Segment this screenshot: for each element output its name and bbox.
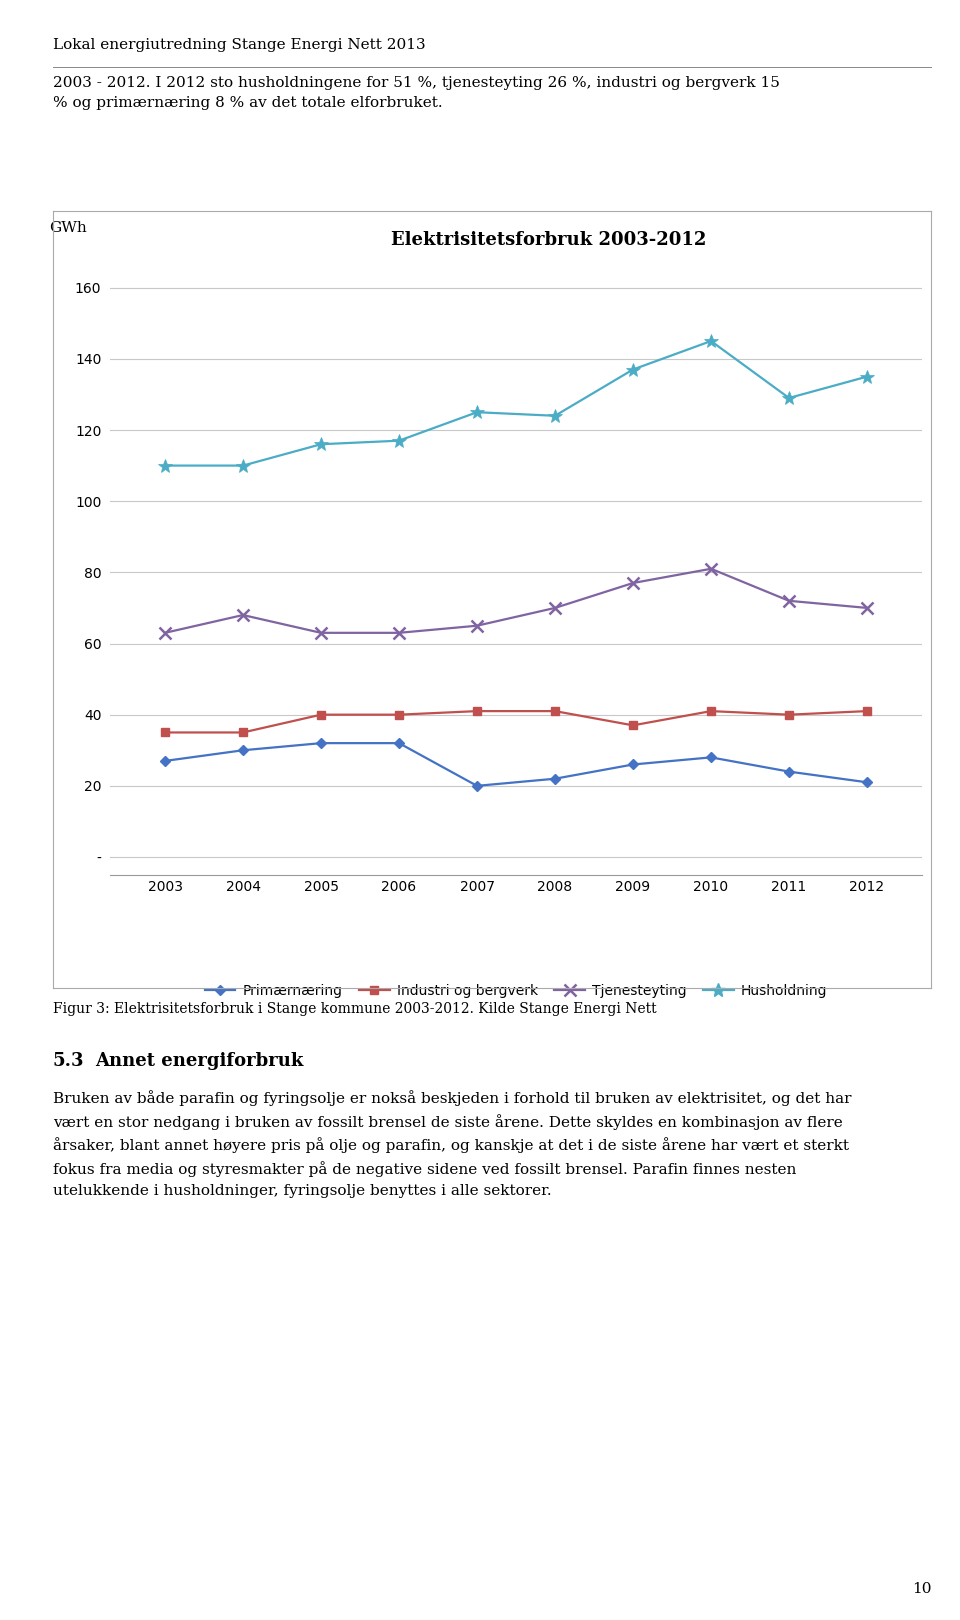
Primærnæring <box>315 734 326 753</box>
Industri og bergverk <box>861 701 873 721</box>
Primærnæring <box>549 770 561 789</box>
Industri og bergverk <box>315 705 326 724</box>
Text: Annet energiforbruk: Annet energiforbruk <box>95 1051 303 1071</box>
Industri og bergverk <box>627 716 638 735</box>
Husholdning <box>549 407 561 426</box>
Text: 5.3: 5.3 <box>53 1051 84 1071</box>
Husholdning <box>861 366 873 386</box>
Husholdning <box>237 455 249 475</box>
Industri og bergverk <box>783 705 795 724</box>
Husholdning <box>315 434 326 454</box>
Tjenesteyting <box>394 624 405 643</box>
Primærnæring <box>706 748 717 768</box>
Primærnæring <box>783 761 795 781</box>
Primærnæring <box>861 773 873 792</box>
Husholdning <box>783 389 795 408</box>
Tjenesteyting <box>783 591 795 611</box>
Primærnæring <box>394 734 405 753</box>
Legend: Primærnæring, Industri og bergverk, Tjenesteyting, Husholdning: Primærnæring, Industri og bergverk, Tjen… <box>200 978 832 1003</box>
Husholdning <box>159 455 171 475</box>
Text: Lokal energiutredning Stange Energi Nett 2013: Lokal energiutredning Stange Energi Nett… <box>53 37 425 52</box>
Line: Industri og bergverk: Industri og bergverk <box>161 706 871 737</box>
Industri og bergverk <box>159 723 171 742</box>
Tjenesteyting <box>315 624 326 643</box>
Title: Elektrisitetsforbruk 2003-2012: Elektrisitetsforbruk 2003-2012 <box>391 232 707 249</box>
Line: Husholdning: Husholdning <box>158 334 874 473</box>
Industri og bergverk <box>394 705 405 724</box>
Husholdning <box>627 360 638 379</box>
Industri og bergverk <box>237 723 249 742</box>
Line: Primærnæring: Primærnæring <box>161 740 871 789</box>
Tjenesteyting <box>237 606 249 625</box>
Husholdning <box>471 402 483 421</box>
Primærnæring <box>627 755 638 774</box>
Text: GWh: GWh <box>50 220 87 235</box>
Husholdning <box>706 332 717 352</box>
Tjenesteyting <box>159 624 171 643</box>
Industri og bergverk <box>549 701 561 721</box>
Tjenesteyting <box>861 598 873 617</box>
Text: Figur 3: Elektrisitetsforbruk i Stange kommune 2003-2012. Kilde Stange Energi Ne: Figur 3: Elektrisitetsforbruk i Stange k… <box>53 1003 657 1016</box>
Text: Bruken av både parafin og fyringsolje er nokså beskjeden i forhold til bruken av: Bruken av både parafin og fyringsolje er… <box>53 1090 852 1197</box>
Primærnæring <box>471 776 483 795</box>
Tjenesteyting <box>627 573 638 593</box>
Tjenesteyting <box>471 616 483 635</box>
Industri og bergverk <box>706 701 717 721</box>
Text: 10: 10 <box>912 1583 931 1596</box>
Primærnæring <box>237 740 249 760</box>
Line: Tjenesteyting: Tjenesteyting <box>159 564 873 638</box>
Industri og bergverk <box>471 701 483 721</box>
Tjenesteyting <box>549 598 561 617</box>
Primærnæring <box>159 752 171 771</box>
Text: 2003 - 2012. I 2012 sto husholdningene for 51 %, tjenesteyting 26 %, industri og: 2003 - 2012. I 2012 sto husholdningene f… <box>53 76 780 110</box>
Tjenesteyting <box>706 559 717 578</box>
Husholdning <box>394 431 405 450</box>
